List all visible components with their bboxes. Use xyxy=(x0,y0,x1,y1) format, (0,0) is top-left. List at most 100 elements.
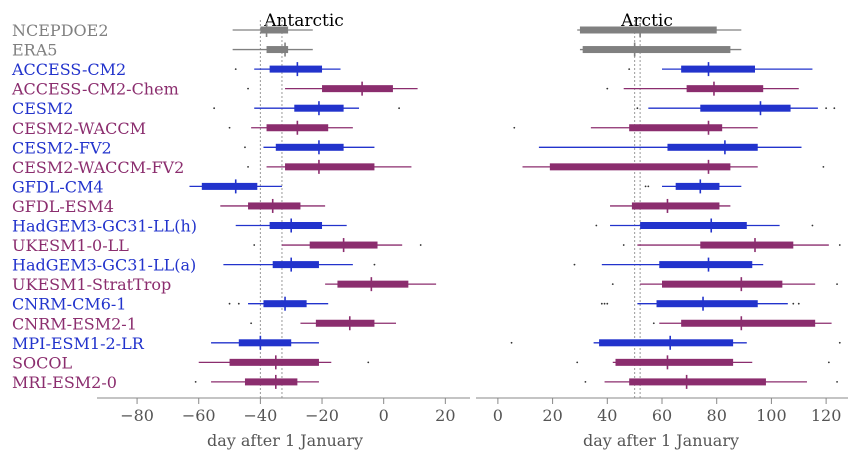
box-antarctic-mri-esm2-0 xyxy=(244,378,298,386)
x-tick-label-arctic-40: 40 xyxy=(597,406,617,425)
x-tick-label-arctic-60: 60 xyxy=(652,406,672,425)
panel-arctic: Arctic day after 1 January 0 20 40 60 80 100 1… xyxy=(476,11,848,450)
box-antarctic-hadgem3-gc31-ll-a xyxy=(272,261,319,269)
outlier-arctic-mpi-esm1-2-lr-0 xyxy=(510,341,513,344)
model-label-era5: ERA5 xyxy=(12,41,57,60)
outlier-antarctic-cnrm-cm6-1-0 xyxy=(228,302,231,305)
box-antarctic-gfdl-cm4 xyxy=(201,182,258,190)
box-arctic-cesm2-fv2 xyxy=(667,143,758,151)
outlier-arctic-gfdl-cm4-1 xyxy=(647,185,650,188)
model-label-cesm2-waccm: CESM2-WACCM xyxy=(12,119,146,138)
outlier-antarctic-access-cm2-0 xyxy=(234,68,237,70)
box-arctic-cnrm-cm6-1 xyxy=(656,300,758,308)
outlier-arctic-cnrm-esm2-1-0 xyxy=(652,322,655,325)
box-antarctic-cesm2-waccm-fv2 xyxy=(285,163,375,171)
outlier-arctic-hadgem3-gc31-ll-h-1 xyxy=(811,224,814,227)
outlier-antarctic-cnrm-esm2-1-0 xyxy=(250,322,253,325)
box-arctic-hadgem3-gc31-ll-h xyxy=(640,222,747,229)
box-arctic-ncepdoe2 xyxy=(579,26,717,34)
box-antarctic-gfdl-esm4 xyxy=(248,202,301,210)
box-arctic-cesm2-waccm xyxy=(629,124,723,132)
x-tick-label-arctic-120: 120 xyxy=(811,406,842,425)
model-label-access-cm2: ACCESS-CM2 xyxy=(11,60,126,79)
model-label-hadgem3-gc31-ll-a: HadGEM3-GC31-LL(a) xyxy=(12,256,196,275)
outlier-antarctic-cesm2-1 xyxy=(398,107,400,110)
model-label-ncepdoe2: NCEPDOE2 xyxy=(12,21,109,40)
x-tick-label-antarctic-0: 0 xyxy=(379,406,389,425)
model-label-hadgem3-gc31-ll-h: HadGEM3-GC31-LL(h) xyxy=(12,217,197,236)
box-arctic-ukesm1-strattrop xyxy=(662,280,783,288)
outlier-arctic-cesm2-waccm-fv2-0 xyxy=(822,165,825,168)
panel-antarctic: Antarctic day after 1 January −80 −60 −40 −… xyxy=(97,11,470,450)
outlier-arctic-cnrm-cm6-1-3 xyxy=(792,302,795,305)
box-arctic-gfdl-esm4 xyxy=(631,202,720,210)
x-axis-label-antarctic: day after 1 January xyxy=(207,431,363,450)
model-label-ukesm1-0-ll: UKESM1-0-LL xyxy=(12,236,129,255)
x-tick-label-antarctic-60: −60 xyxy=(182,406,216,425)
outlier-arctic-ukesm1-strattrop-0 xyxy=(611,283,614,286)
outlier-arctic-mri-esm2-0-1 xyxy=(836,381,838,383)
box-arctic-cesm2-waccm-fv2 xyxy=(549,163,731,171)
outlier-arctic-access-cm2-chem-0 xyxy=(606,87,609,90)
model-labels: NCEPDOE2ERA5ACCESS-CM2ACCESS-CM2-ChemCES… xyxy=(11,21,197,392)
outlier-arctic-cnrm-cm6-1-0 xyxy=(600,302,603,305)
outlier-arctic-ukesm1-strattrop-1 xyxy=(836,283,838,286)
box-arctic-cnrm-esm2-1 xyxy=(681,319,816,327)
x-axis-label-arctic: day after 1 January xyxy=(583,431,739,450)
model-label-cesm2-fv2: CESM2-FV2 xyxy=(12,138,112,157)
box-arctic-socol xyxy=(615,358,734,366)
box-antarctic-socol xyxy=(229,358,319,366)
x-tick-label-antarctic-20: 20 xyxy=(435,406,455,425)
outlier-arctic-cnrm-cm6-1-1 xyxy=(603,302,606,305)
panel-title-arctic: Arctic xyxy=(620,11,673,31)
x-tick-label-antarctic-80: −80 xyxy=(120,406,154,425)
outlier-antarctic-ukesm1-0-ll-0 xyxy=(253,244,256,246)
box-antarctic-hadgem3-gc31-ll-h xyxy=(269,222,323,229)
outlier-arctic-cnrm-cm6-1-2 xyxy=(606,302,609,305)
outlier-arctic-mri-esm2-0-0 xyxy=(584,381,587,383)
box-antarctic-era5 xyxy=(266,46,289,54)
outlier-arctic-socol-0 xyxy=(576,361,579,364)
outlier-arctic-cesm2-waccm-0 xyxy=(513,126,516,129)
model-label-cnrm-cm6-1: CNRM-CM6-1 xyxy=(12,295,126,314)
outlier-arctic-socol-1 xyxy=(827,361,830,364)
box-antarctic-ncepdoe2 xyxy=(260,26,289,34)
model-label-mpi-esm1-2-lr: MPI-ESM1-2-LR xyxy=(12,334,145,353)
model-label-cesm2-waccm-fv2: CESM2-WACCM-FV2 xyxy=(12,158,184,177)
outlier-arctic-gfdl-cm4-0 xyxy=(644,185,647,188)
box-antarctic-cnrm-esm2-1 xyxy=(315,319,375,327)
outlier-arctic-cesm2-1 xyxy=(825,107,828,110)
box-arctic-gfdl-cm4 xyxy=(675,182,720,190)
outlier-antarctic-socol-0 xyxy=(367,361,370,364)
box-antarctic-ukesm1-strattrop xyxy=(337,280,409,288)
panel-title-antarctic: Antarctic xyxy=(263,11,344,31)
model-label-gfdl-esm4: GFDL-ESM4 xyxy=(12,197,114,216)
x-tick-label-arctic-20: 20 xyxy=(542,406,562,425)
outlier-arctic-hadgem3-gc31-ll-a-0 xyxy=(573,263,576,266)
outlier-antarctic-cesm2-fv2-0 xyxy=(244,146,246,149)
model-label-cesm2: CESM2 xyxy=(12,99,73,118)
outlier-arctic-mpi-esm1-2-lr-1 xyxy=(838,341,841,344)
box-arctic-ukesm1-0-ll xyxy=(700,241,794,249)
model-label-socol: SOCOL xyxy=(12,353,72,372)
model-label-cnrm-esm2-1: CNRM-ESM2-1 xyxy=(12,314,137,333)
outlier-arctic-cesm2-0 xyxy=(636,107,639,110)
outlier-arctic-access-cm2-0 xyxy=(628,68,631,70)
x-tick-label-arctic-80: 80 xyxy=(707,406,727,425)
model-label-access-cm2-chem: ACCESS-CM2-Chem xyxy=(11,80,179,99)
outlier-arctic-ukesm1-0-ll-1 xyxy=(838,244,841,246)
outlier-antarctic-cesm2-0 xyxy=(213,107,216,110)
box-arctic-era5 xyxy=(582,46,731,54)
outlier-antarctic-cesm2-waccm-fv2-0 xyxy=(247,165,249,168)
box-arctic-mri-esm2-0 xyxy=(629,378,766,386)
box-arctic-access-cm2 xyxy=(681,65,755,73)
model-label-mri-esm2-0: MRI-ESM2-0 xyxy=(12,373,117,392)
model-label-ukesm1-strattrop: UKESM1-StratTrop xyxy=(12,275,171,294)
x-tick-label-antarctic-20: −20 xyxy=(305,406,339,425)
x-tick-label-arctic-0: 0 xyxy=(493,406,503,425)
box-antarctic-cesm2-fv2 xyxy=(275,143,344,151)
outlier-arctic-hadgem3-gc31-ll-h-0 xyxy=(595,224,598,227)
box-arctic-access-cm2-chem xyxy=(686,85,764,93)
outlier-arctic-ukesm1-0-ll-0 xyxy=(622,244,625,246)
